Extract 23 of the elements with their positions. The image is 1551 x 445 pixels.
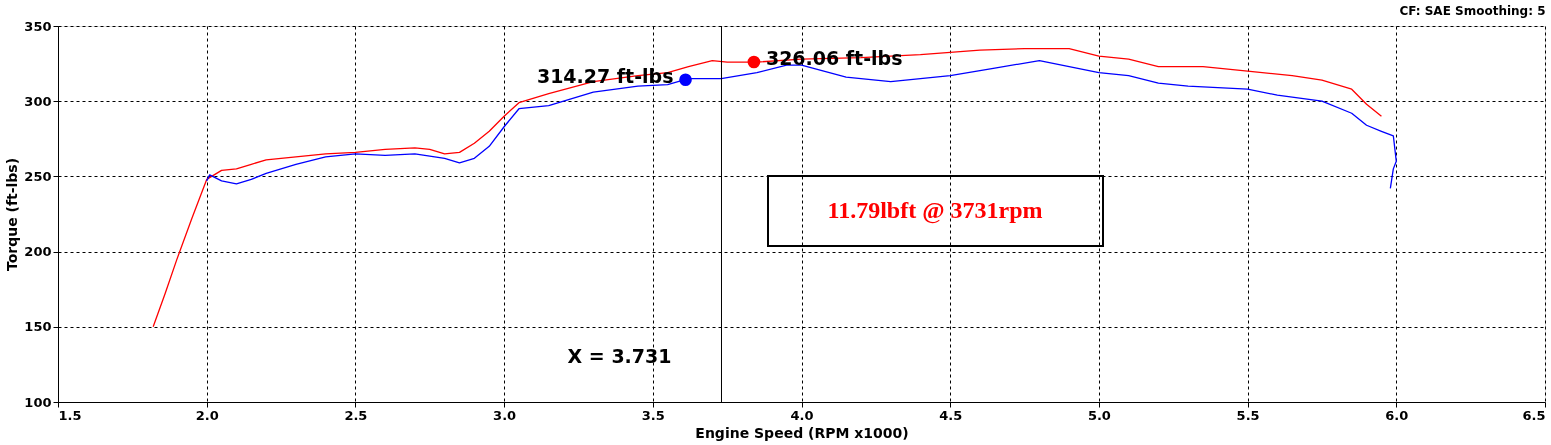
x-tick-label: 5.0 [1087,407,1111,423]
x-tick-label: 6.0 [1385,407,1409,423]
x-tick-label: 4.5 [939,407,963,423]
y-tick-label: 150 [24,319,52,335]
x-tick-label: 6.5 [1522,407,1546,423]
x-tick-label: 1.5 [58,407,82,423]
y-tick-label: 350 [24,18,52,34]
y-tick-label: 250 [24,168,52,184]
annotation: 11.79lbft @ 3731rpm [827,197,1043,224]
line-series [152,47,1383,328]
x-tick-label: 2.0 [195,407,219,423]
x-axis-title: Engine Speed (RPM x1000) [695,424,909,441]
ref-line-label: X = 3.731 [567,345,672,367]
x-tick-label: 2.5 [344,407,368,423]
y-tick-label: 300 [24,93,52,109]
y-axis-title: Torque (ft-lbs) [4,157,21,272]
x-tick-label: 4.0 [790,407,814,423]
x-tick-label: 3.5 [641,407,665,423]
y-tick-label: 200 [24,244,52,260]
x-tick-label: 3.0 [493,407,517,423]
x-tick-label: 5.5 [1236,407,1260,423]
text: CF: SAE Smoothing: 5 [1399,4,1546,18]
y-tick-label: 100 [24,394,52,410]
